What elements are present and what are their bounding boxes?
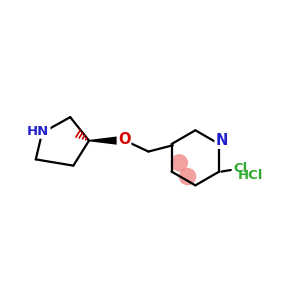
Polygon shape <box>89 137 117 144</box>
Text: O: O <box>118 133 130 148</box>
Circle shape <box>179 168 196 185</box>
Circle shape <box>171 154 188 172</box>
Text: Cl: Cl <box>233 162 247 175</box>
Text: HCl: HCl <box>237 169 263 182</box>
Text: N: N <box>215 133 228 148</box>
Text: HN: HN <box>27 125 50 138</box>
